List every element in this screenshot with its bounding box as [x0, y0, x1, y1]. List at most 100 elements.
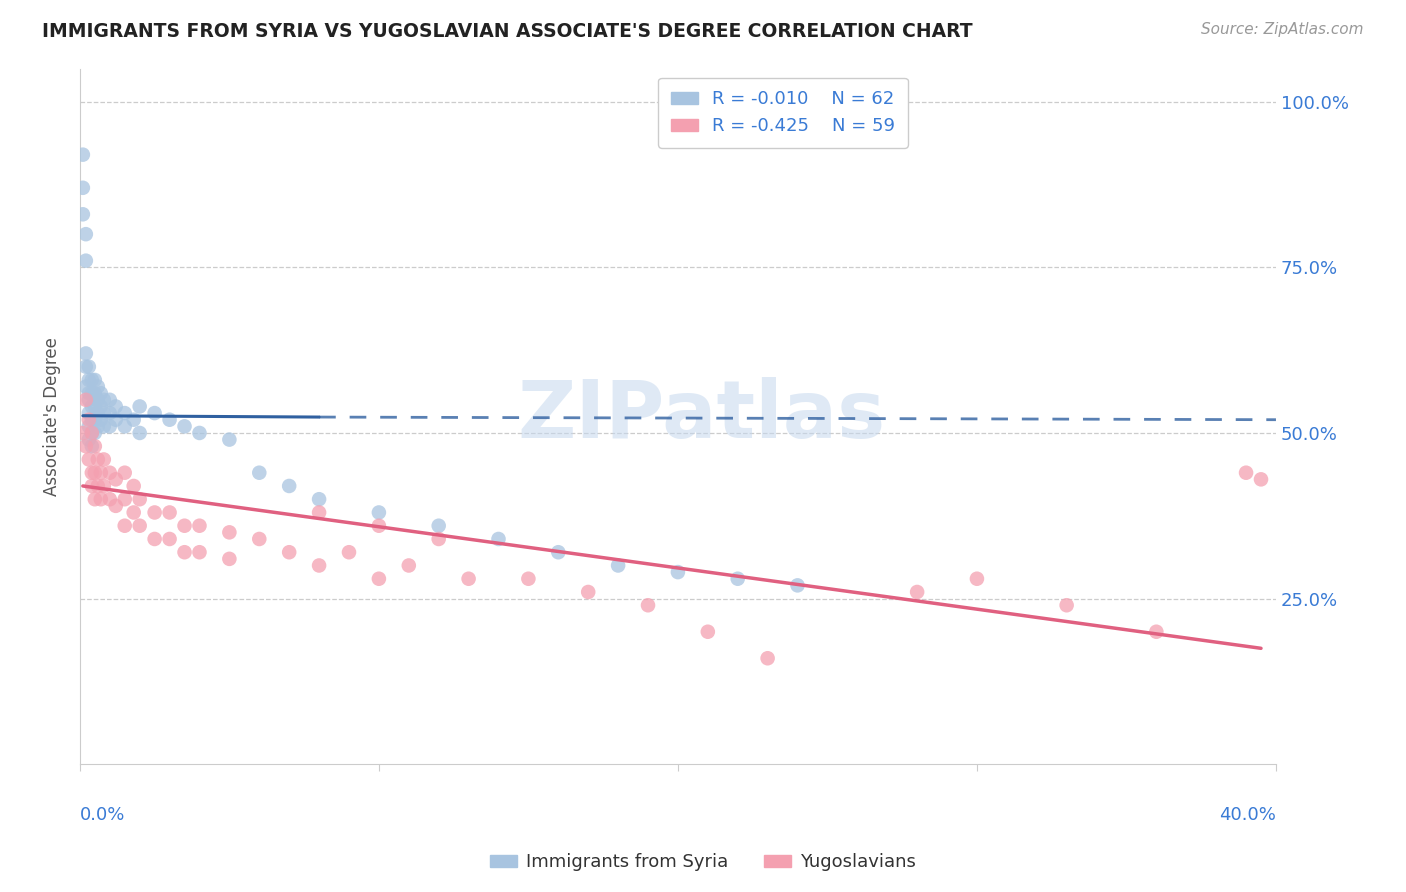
Point: [93, 392, 115, 407]
Point: [128, 425, 150, 440]
Point: [75, 439, 97, 453]
Point: [367, 518, 389, 533]
Point: [367, 506, 389, 520]
Point: [80, 386, 103, 401]
Point: [77, 359, 100, 374]
Point: [427, 518, 450, 533]
Point: [104, 400, 127, 414]
Legend: Immigrants from Syria, Yugoslavians: Immigrants from Syria, Yugoslavians: [482, 847, 924, 879]
Point: [218, 552, 240, 566]
Point: [905, 585, 928, 599]
Point: [143, 532, 166, 546]
Point: [188, 518, 211, 533]
Point: [87, 392, 110, 407]
Point: [188, 545, 211, 559]
Point: [517, 572, 540, 586]
Point: [278, 479, 301, 493]
Point: [218, 433, 240, 447]
Point: [80, 400, 103, 414]
Point: [80, 373, 103, 387]
Point: [83, 425, 105, 440]
Point: [87, 406, 110, 420]
Point: [72, 425, 94, 440]
Point: [90, 400, 112, 414]
Point: [1056, 599, 1078, 613]
Point: [77, 419, 100, 434]
Point: [83, 373, 105, 387]
Point: [87, 419, 110, 434]
Point: [90, 386, 112, 401]
Point: [427, 532, 450, 546]
Point: [122, 506, 145, 520]
Point: [72, 147, 94, 161]
Point: [98, 392, 121, 407]
Point: [80, 439, 103, 453]
Point: [72, 207, 94, 221]
Text: ZIPatlas: ZIPatlas: [517, 377, 886, 456]
Point: [128, 492, 150, 507]
Point: [77, 433, 100, 447]
Point: [696, 624, 718, 639]
Point: [83, 386, 105, 401]
Point: [756, 651, 779, 665]
Point: [83, 466, 105, 480]
Point: [75, 379, 97, 393]
Point: [87, 379, 110, 393]
Y-axis label: Associate's Degree: Associate's Degree: [44, 337, 60, 496]
Point: [98, 419, 121, 434]
Point: [77, 406, 100, 420]
Point: [77, 373, 100, 387]
Point: [75, 359, 97, 374]
Point: [80, 425, 103, 440]
Point: [173, 419, 195, 434]
Point: [104, 413, 127, 427]
Point: [398, 558, 420, 573]
Point: [1234, 466, 1257, 480]
Text: 40.0%: 40.0%: [1219, 806, 1277, 824]
Point: [278, 545, 301, 559]
Point: [218, 525, 240, 540]
Point: [83, 413, 105, 427]
Point: [637, 599, 659, 613]
Point: [173, 518, 195, 533]
Point: [77, 392, 100, 407]
Point: [114, 419, 136, 434]
Point: [308, 492, 330, 507]
Point: [786, 578, 808, 592]
Point: [80, 466, 103, 480]
Point: [83, 492, 105, 507]
Text: Source: ZipAtlas.com: Source: ZipAtlas.com: [1201, 22, 1364, 37]
Point: [77, 452, 100, 467]
Point: [173, 545, 195, 559]
Point: [93, 479, 115, 493]
Point: [90, 413, 112, 427]
Point: [1250, 472, 1272, 486]
Point: [308, 506, 330, 520]
Point: [77, 386, 100, 401]
Point: [98, 406, 121, 420]
Point: [75, 392, 97, 407]
Point: [337, 545, 360, 559]
Point: [188, 425, 211, 440]
Point: [75, 227, 97, 242]
Point: [93, 406, 115, 420]
Point: [72, 181, 94, 195]
Legend: R = -0.010    N = 62, R = -0.425    N = 59: R = -0.010 N = 62, R = -0.425 N = 59: [658, 78, 908, 148]
Point: [90, 492, 112, 507]
Point: [727, 572, 749, 586]
Point: [122, 413, 145, 427]
Point: [83, 439, 105, 453]
Point: [87, 452, 110, 467]
Point: [93, 452, 115, 467]
Point: [159, 532, 181, 546]
Point: [93, 419, 115, 434]
Point: [143, 506, 166, 520]
Point: [159, 413, 181, 427]
Point: [98, 466, 121, 480]
Point: [159, 506, 181, 520]
Point: [128, 400, 150, 414]
Text: 0.0%: 0.0%: [80, 806, 125, 824]
Point: [576, 585, 599, 599]
Point: [114, 492, 136, 507]
Point: [104, 472, 127, 486]
